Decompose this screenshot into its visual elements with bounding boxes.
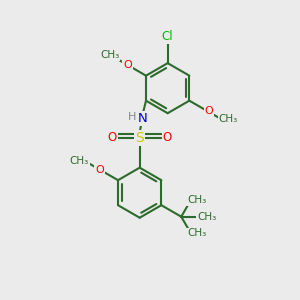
Text: O: O bbox=[205, 106, 214, 116]
Text: O: O bbox=[123, 60, 132, 70]
Text: CH₃: CH₃ bbox=[187, 195, 206, 205]
Text: Cl: Cl bbox=[162, 30, 173, 43]
Text: CH₃: CH₃ bbox=[219, 114, 238, 124]
Text: O: O bbox=[95, 165, 104, 175]
Text: N: N bbox=[138, 112, 148, 125]
Text: CH₃: CH₃ bbox=[70, 157, 89, 166]
Text: CH₃: CH₃ bbox=[187, 229, 206, 238]
Text: CH₃: CH₃ bbox=[197, 212, 217, 222]
Text: H: H bbox=[128, 112, 136, 122]
Text: O: O bbox=[163, 131, 172, 144]
Text: S: S bbox=[135, 130, 144, 145]
Text: CH₃: CH₃ bbox=[100, 50, 119, 60]
Text: O: O bbox=[108, 131, 117, 144]
